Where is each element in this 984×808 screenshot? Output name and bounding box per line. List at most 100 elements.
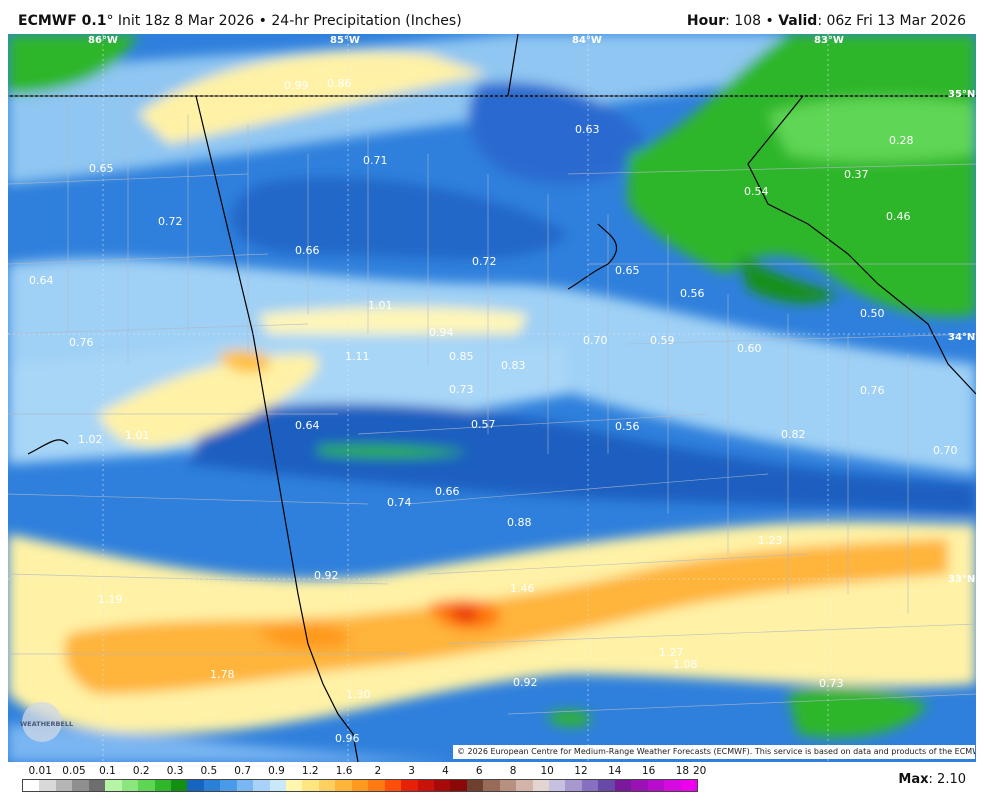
weatherbell-logo: WEATHERBELL	[20, 702, 73, 742]
ga-sc-border	[747, 95, 976, 395]
precip-value: 0.76	[69, 336, 94, 349]
init-time: Init 18z 8 Mar 2026	[117, 13, 255, 29]
legend-swatch	[516, 780, 533, 791]
chart-header-left: ECMWF 0.1° Init 18z 8 Mar 2026 • 24-hr P…	[18, 13, 462, 29]
legend-swatch	[203, 780, 221, 791]
precip-value: 0.66	[435, 485, 460, 498]
legend-label: 0.05	[62, 765, 86, 777]
precip-value: 0.71	[363, 154, 388, 167]
precip-value: 1.02	[78, 433, 103, 446]
svg-text:WEATHERBELL: WEATHERBELL	[20, 720, 73, 728]
precip-value: 0.73	[449, 383, 474, 396]
precip-value: 0.70	[583, 334, 608, 347]
legend-swatch	[450, 780, 467, 791]
legend-swatch	[286, 780, 303, 791]
precip-values: 0.99 0.86 0.63 0.28 0.71 0.37 0.65 0.54 …	[29, 77, 958, 745]
product-name: 24-hr Precipitation (Inches)	[271, 13, 462, 29]
coord-33n: 33°N	[948, 574, 975, 585]
legend-label: 0.01	[28, 765, 52, 777]
legend-label: 0.7	[234, 765, 251, 777]
legend-swatch	[614, 780, 632, 791]
coord-84w: 84°W	[572, 35, 602, 46]
map-canvas: 86°W 85°W 84°W 83°W 35°N 34°N 33°N 0.99 …	[8, 34, 976, 762]
legend-swatch	[417, 780, 434, 791]
coord-83w: 83°W	[814, 35, 844, 46]
precip-value: 0.88	[507, 516, 532, 529]
precip-value: 1.27	[659, 646, 684, 659]
al-ga-border	[195, 95, 359, 762]
precip-value: 1.19	[98, 593, 123, 606]
precip-value: 0.85	[449, 350, 474, 363]
precip-value: 0.96	[335, 732, 360, 745]
precip-value: 1.78	[210, 668, 235, 681]
coord-85w: 85°W	[330, 35, 360, 46]
legend-swatch	[39, 780, 56, 791]
legend-swatch	[598, 780, 615, 791]
legend-label: 0.3	[166, 765, 184, 777]
legend-label: 6	[475, 765, 483, 777]
legend-label: 0.1	[99, 765, 116, 777]
precip-value: 0.72	[472, 255, 497, 268]
precip-value: 0.59	[650, 334, 675, 347]
legend-label: 1.6	[335, 765, 353, 777]
legend-label: 14	[608, 765, 622, 777]
legend-label: 0.9	[268, 765, 285, 777]
legend-swatch	[302, 780, 319, 791]
precip-value: 0.86	[327, 77, 352, 90]
lake-outline	[567, 223, 618, 290]
hour-value: : 108	[725, 13, 762, 29]
precip-value: 0.82	[781, 428, 806, 441]
precip-value: 0.64	[29, 274, 54, 287]
legend-label: 16	[641, 765, 656, 777]
precip-value: 1.08	[673, 658, 698, 671]
precip-value: 0.56	[680, 287, 705, 300]
legend-swatch	[253, 780, 270, 791]
legend-swatch	[565, 780, 582, 791]
legend-label: 20	[693, 765, 707, 777]
legend-swatch	[269, 780, 286, 791]
precip-value: 0.73	[819, 677, 844, 690]
legend-swatch	[433, 780, 451, 791]
precip-value: 0.54	[744, 185, 769, 198]
separator-bullet: •	[258, 13, 267, 29]
precip-value: 0.76	[860, 384, 885, 397]
legend-label: 12	[574, 765, 588, 777]
legend-label: 2	[374, 765, 382, 777]
legend-label: 10	[540, 765, 554, 777]
legend-swatch	[335, 780, 352, 791]
coordinate-labels: 86°W 85°W 84°W 83°W 35°N 34°N 33°N	[88, 35, 975, 585]
precip-value: 0.56	[615, 420, 640, 433]
legend-swatch	[105, 780, 122, 791]
precip-field	[8, 34, 976, 762]
precip-value: 0.99	[284, 79, 309, 92]
precipitation-map: 86°W 85°W 84°W 83°W 35°N 34°N 33°N 0.99 …	[8, 34, 976, 762]
valid-value: : 06z Fri 13 Mar 2026	[817, 13, 966, 29]
legend-swatch	[532, 780, 549, 791]
coord-34n: 34°N	[948, 332, 975, 343]
precip-value: 0.83	[501, 359, 526, 372]
precip-value: 0.64	[295, 419, 320, 432]
legend-swatch	[220, 780, 237, 791]
precip-value: 0.65	[615, 264, 640, 277]
legend-swatch	[121, 780, 139, 791]
legend-colorbar	[22, 779, 698, 792]
precip-value: 0.37	[844, 168, 869, 181]
precip-value: 0.65	[89, 162, 114, 175]
valid-label: Valid	[778, 13, 818, 29]
chart-header-right: Hour: 108 • Valid: 06z Fri 13 Mar 2026	[687, 13, 966, 29]
precip-value: 0.92	[513, 676, 538, 689]
degree-symbol: °	[106, 13, 114, 29]
precip-value: 1.46	[510, 582, 535, 595]
legend-swatch	[23, 780, 40, 791]
precip-value: 0.94	[429, 326, 454, 339]
legend-label: 0.5	[200, 765, 218, 777]
legend-swatch	[401, 780, 418, 791]
tn-nc-border	[507, 34, 519, 97]
legend-swatch	[664, 780, 681, 791]
legend-swatch	[72, 780, 89, 791]
precip-value: 1.30	[346, 688, 371, 701]
legend-label: 4	[442, 765, 449, 777]
legend-swatch	[466, 780, 484, 791]
max-number: : 2.10	[928, 772, 966, 787]
precip-value: 0.66	[295, 244, 320, 257]
